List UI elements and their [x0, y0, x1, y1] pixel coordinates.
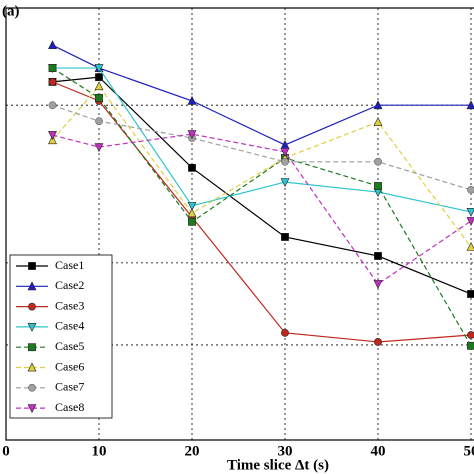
- data-point: [373, 280, 383, 290]
- legend-marker: [28, 343, 36, 352]
- legend-label: Case6: [55, 359, 84, 373]
- plot-frame: [5, 7, 474, 441]
- data-point: [373, 100, 383, 110]
- data-point: [48, 40, 57, 50]
- data-point: [281, 328, 289, 337]
- x-tick-label: 30: [278, 443, 293, 459]
- legend-marker: [28, 302, 36, 311]
- data-point: [187, 130, 197, 140]
- series-line: [52, 81, 472, 343]
- data-point: [188, 217, 196, 226]
- series-line: [52, 76, 472, 295]
- data-point: [94, 64, 104, 74]
- data-point: [467, 185, 474, 194]
- panel-label: (a): [2, 3, 20, 19]
- legend-label: Case7: [55, 380, 84, 394]
- series-line: [52, 85, 472, 248]
- data-point: [94, 143, 104, 153]
- legend-label: Case8: [55, 400, 84, 414]
- legend-label: Case3: [55, 298, 84, 312]
- data-point: [373, 117, 383, 126]
- data-point: [187, 208, 197, 218]
- legend-marker: [27, 322, 37, 332]
- x-tick-label: 40: [371, 443, 386, 459]
- data-point: [280, 139, 290, 149]
- x-tick-label: 10: [92, 443, 107, 459]
- legend: Case1 Case2 Case3 Case4 Case5 Case6 Case7 Case8: [9, 254, 113, 419]
- legend-marker: [27, 362, 37, 372]
- x-tick-label: 50: [464, 443, 474, 459]
- data-point: [48, 64, 57, 72]
- data-point: [188, 163, 196, 172]
- data-point: [280, 147, 290, 157]
- legend-label: Case1: [55, 258, 84, 272]
- data-point: [466, 100, 474, 110]
- data-point: [466, 208, 474, 217]
- legend-marker: [27, 404, 37, 414]
- x-tick-label: 0: [2, 443, 10, 459]
- legend-label: Case5: [55, 339, 84, 353]
- legend-label: Case4: [55, 319, 84, 333]
- data-point: [467, 290, 474, 298]
- data-point: [467, 341, 474, 350]
- data-point: [281, 157, 289, 166]
- data-point: [280, 178, 290, 188]
- data-point: [48, 77, 57, 86]
- legend-box: [9, 254, 113, 419]
- data-point: [466, 217, 474, 226]
- data-point: [374, 252, 382, 260]
- data-point: [95, 73, 103, 82]
- data-point: [95, 93, 103, 102]
- legend-marker: [28, 383, 36, 392]
- data-point: [467, 331, 474, 339]
- legend-marker: [27, 281, 37, 291]
- data-point: [466, 241, 474, 251]
- x-tick-label: 20: [185, 443, 200, 459]
- series-line: [52, 67, 472, 213]
- data-point: [374, 182, 382, 190]
- data-point: [95, 117, 103, 126]
- series-line: [52, 133, 472, 285]
- x-axis-label: Time slice Δt (s): [227, 457, 329, 473]
- legend-label: Case2: [55, 278, 84, 292]
- data-point: [187, 201, 197, 211]
- data-point: [187, 95, 197, 105]
- data-point: [374, 157, 382, 166]
- data-point: [374, 338, 382, 346]
- legend-marker: [28, 262, 36, 270]
- data-point: [94, 81, 104, 91]
- data-point: [48, 131, 57, 140]
- data-point: [48, 101, 57, 110]
- series-line: [52, 67, 472, 347]
- series-line: [52, 104, 472, 191]
- data-point: [281, 233, 289, 241]
- series-line: [52, 44, 471, 146]
